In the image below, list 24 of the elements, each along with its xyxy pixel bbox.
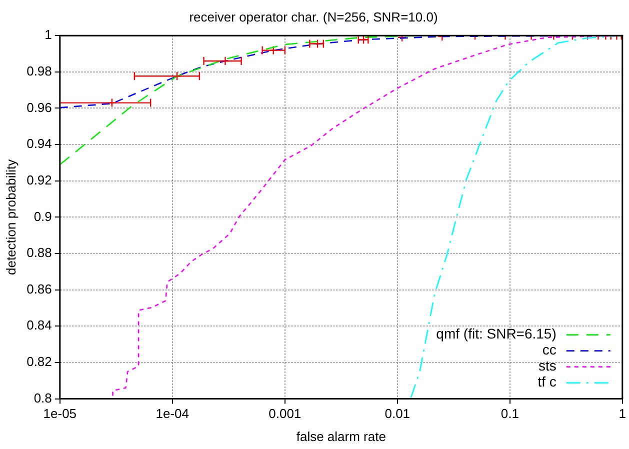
y-tick-label: 0.94: [26, 136, 52, 152]
y-tick-label: 0.8: [34, 390, 52, 406]
y-tick-label: 1: [44, 27, 52, 42]
x-tick-label: 1e-04: [156, 406, 190, 422]
x-tick-label: 0.1: [500, 406, 519, 422]
x-axis-title: false alarm rate: [296, 428, 386, 444]
legend-label: cc: [542, 342, 556, 358]
y-tick-label: 0.86: [26, 281, 52, 296]
y-tick-label: 0.98: [26, 64, 52, 78]
y-tick-label: 0.92: [26, 172, 52, 188]
y-axis-title: detection probability: [3, 158, 18, 276]
y-tick-label: 0.88: [26, 245, 52, 260]
y-tick-label: 0.96: [26, 100, 52, 115]
y-tick-label: 0.9: [34, 208, 52, 224]
y-tick-label: 0.84: [26, 318, 52, 333]
y-tick-label: 0.82: [26, 354, 52, 370]
chart-title: receiver operator char. (N=256, SNR=10.0): [189, 9, 438, 24]
x-tick-label: 0.001: [268, 406, 302, 422]
x-tick-label: 1e-05: [43, 406, 77, 422]
legend-label: sts: [538, 358, 556, 374]
legend-label: qmf (fit: SNR=6.15): [436, 326, 556, 342]
x-tick-label: 0.01: [384, 406, 410, 422]
legend-label: tf c: [538, 374, 556, 390]
x-tick-label: 1: [618, 406, 626, 422]
